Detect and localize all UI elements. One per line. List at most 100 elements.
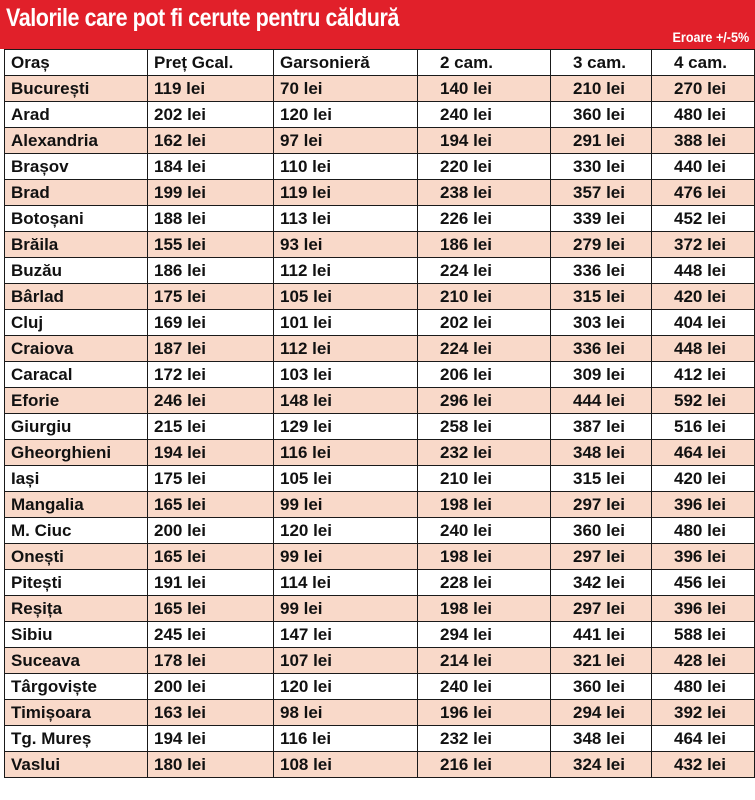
value-cell: 342 lei <box>550 569 652 596</box>
value-cell: 108 lei <box>273 751 418 778</box>
column-header: 4 cam. <box>651 49 755 76</box>
value-cell: 112 lei <box>273 257 418 284</box>
table-row: Bârlad 175 lei 105 lei 210 lei 315 lei 420 le… <box>4 283 755 310</box>
value-cell: 165 lei <box>147 543 274 570</box>
value-cell: 194 lei <box>147 439 274 466</box>
table-row: Eforie 246 lei 148 lei 296 lei 444 lei 592 le… <box>4 387 755 414</box>
value-cell: 428 lei <box>651 647 755 674</box>
value-cell: 441 lei <box>550 621 652 648</box>
value-cell: 404 lei <box>651 309 755 336</box>
value-cell: 392 lei <box>651 699 755 726</box>
table-row: Târgoviște 200 lei 120 lei 240 lei 360 lei 48… <box>4 673 755 700</box>
city-cell: Buzău <box>4 257 148 284</box>
value-cell: 178 lei <box>147 647 274 674</box>
value-cell: 245 lei <box>147 621 274 648</box>
table-row: Pitești 191 lei 114 lei 228 lei 342 lei 456 l… <box>4 569 755 596</box>
value-cell: 107 lei <box>273 647 418 674</box>
value-cell: 147 lei <box>273 621 418 648</box>
value-cell: 321 lei <box>550 647 652 674</box>
value-cell: 70 lei <box>273 75 418 102</box>
value-cell: 297 lei <box>550 543 652 570</box>
value-cell: 315 lei <box>550 283 652 310</box>
table-row: Sibiu 245 lei 147 lei 294 lei 441 lei 588 lei <box>4 621 755 648</box>
value-cell: 198 lei <box>417 595 551 622</box>
value-cell: 200 lei <box>147 517 274 544</box>
value-cell: 294 lei <box>417 621 551 648</box>
value-cell: 155 lei <box>147 231 274 258</box>
value-cell: 99 lei <box>273 595 418 622</box>
value-cell: 110 lei <box>273 153 418 180</box>
value-cell: 140 lei <box>417 75 551 102</box>
value-cell: 464 lei <box>651 725 755 752</box>
city-cell: Suceava <box>4 647 148 674</box>
value-cell: 99 lei <box>273 543 418 570</box>
value-cell: 360 lei <box>550 673 652 700</box>
value-cell: 103 lei <box>273 361 418 388</box>
table-row: Mangalia 165 lei 99 lei 198 lei 297 lei 396 l… <box>4 491 755 518</box>
city-cell: Eforie <box>4 387 148 414</box>
city-cell: Onești <box>4 543 148 570</box>
value-cell: 387 lei <box>550 413 652 440</box>
table-row: Gheorghieni 194 lei 116 lei 232 lei 348 lei 4… <box>4 439 755 466</box>
value-cell: 294 lei <box>550 699 652 726</box>
value-cell: 357 lei <box>550 179 652 206</box>
city-cell: Gheorghieni <box>4 439 148 466</box>
value-cell: 388 lei <box>651 127 755 154</box>
value-cell: 180 lei <box>147 751 274 778</box>
value-cell: 228 lei <box>417 569 551 596</box>
table-row: Suceava 178 lei 107 lei 214 lei 321 lei 428 l… <box>4 647 755 674</box>
value-cell: 588 lei <box>651 621 755 648</box>
value-cell: 175 lei <box>147 465 274 492</box>
table-row: Timișoara 163 lei 98 lei 196 lei 294 lei 392 … <box>4 699 755 726</box>
value-cell: 120 lei <box>273 101 418 128</box>
value-cell: 464 lei <box>651 439 755 466</box>
value-cell: 372 lei <box>651 231 755 258</box>
column-header: 3 cam. <box>550 49 652 76</box>
city-cell: M. Ciuc <box>4 517 148 544</box>
value-cell: 169 lei <box>147 309 274 336</box>
value-cell: 240 lei <box>417 517 551 544</box>
value-cell: 184 lei <box>147 153 274 180</box>
value-cell: 220 lei <box>417 153 551 180</box>
value-cell: 99 lei <box>273 491 418 518</box>
table-row: Botoșani 188 lei 113 lei 226 lei 339 lei 452 … <box>4 205 755 232</box>
city-cell: Timișoara <box>4 699 148 726</box>
column-header: Preț Gcal. <box>147 49 274 76</box>
value-cell: 162 lei <box>147 127 274 154</box>
value-cell: 396 lei <box>651 543 755 570</box>
table-row: M. Ciuc 200 lei 120 lei 240 lei 360 lei 480 l… <box>4 517 755 544</box>
city-cell: Brad <box>4 179 148 206</box>
city-cell: Târgoviște <box>4 673 148 700</box>
value-cell: 202 lei <box>147 101 274 128</box>
value-cell: 194 lei <box>417 127 551 154</box>
value-cell: 97 lei <box>273 127 418 154</box>
value-cell: 198 lei <box>417 491 551 518</box>
value-cell: 199 lei <box>147 179 274 206</box>
city-cell: Mangalia <box>4 491 148 518</box>
value-cell: 232 lei <box>417 439 551 466</box>
city-cell: Iași <box>4 465 148 492</box>
table-row: Alexandria 162 lei 97 lei 194 lei 291 lei 388… <box>4 127 755 154</box>
value-cell: 186 lei <box>417 231 551 258</box>
table-row: Cluj 169 lei 101 lei 202 lei 303 lei 404 lei <box>4 309 755 336</box>
value-cell: 360 lei <box>550 101 652 128</box>
value-cell: 258 lei <box>417 413 551 440</box>
value-cell: 339 lei <box>550 205 652 232</box>
value-cell: 93 lei <box>273 231 418 258</box>
title-banner: Valorile care pot fi cerute pentru căldu… <box>0 0 755 49</box>
city-cell: Giurgiu <box>4 413 148 440</box>
value-cell: 114 lei <box>273 569 418 596</box>
value-cell: 113 lei <box>273 205 418 232</box>
value-cell: 448 lei <box>651 257 755 284</box>
value-cell: 480 lei <box>651 517 755 544</box>
table-row: Tg. Mureș 194 lei 116 lei 232 lei 348 lei 464… <box>4 725 755 752</box>
city-cell: Tg. Mureș <box>4 725 148 752</box>
value-cell: 98 lei <box>273 699 418 726</box>
city-cell: Bârlad <box>4 283 148 310</box>
table-row: Reșița 165 lei 99 lei 198 lei 297 lei 396 lei <box>4 595 755 622</box>
value-cell: 116 lei <box>273 725 418 752</box>
value-cell: 303 lei <box>550 309 652 336</box>
value-cell: 432 lei <box>651 751 755 778</box>
value-cell: 348 lei <box>550 439 652 466</box>
value-cell: 297 lei <box>550 491 652 518</box>
